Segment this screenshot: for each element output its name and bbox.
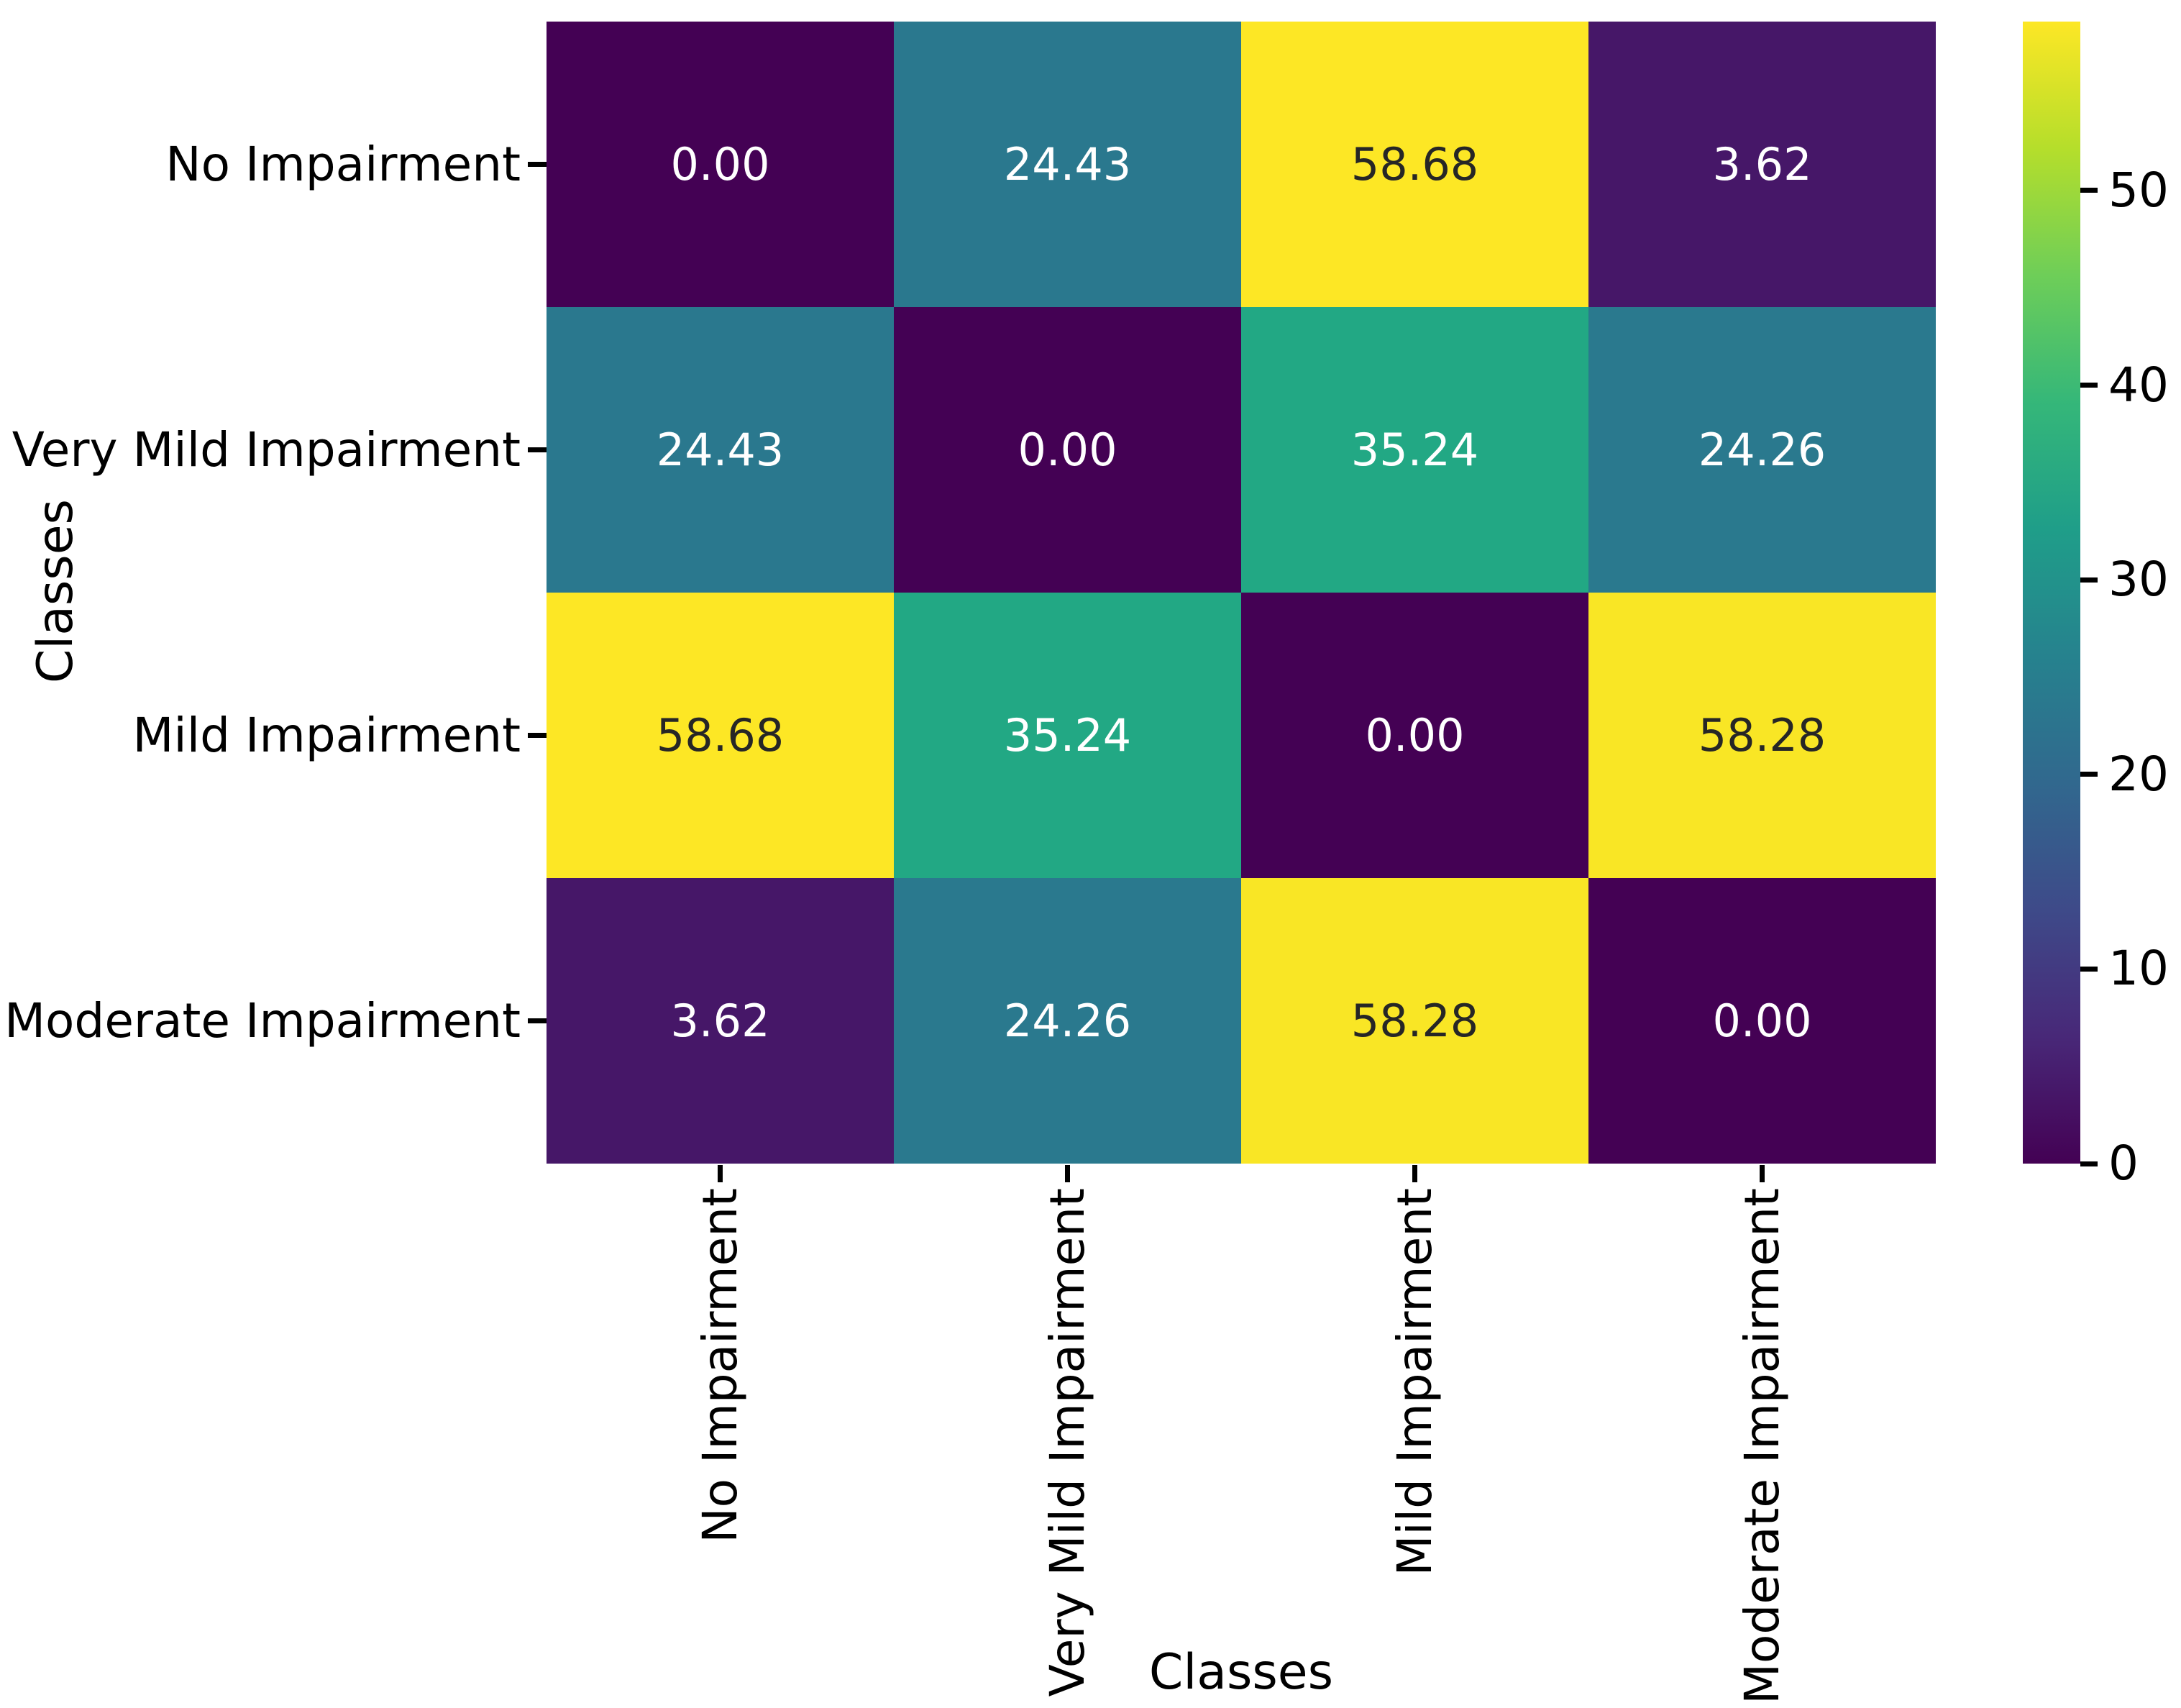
colorbar-tick-mark	[2080, 1161, 2098, 1166]
heatmap-cell: 58.68	[547, 593, 894, 878]
x-tick-mark	[1065, 1165, 1070, 1182]
colorbar-tick-label: 30	[2108, 552, 2169, 608]
colorbar	[2023, 22, 2080, 1164]
y-tick-label: Very Mild Impairment	[12, 421, 521, 478]
heatmap-cell: 0.00	[1241, 593, 1588, 878]
heatmap-cell: 24.43	[894, 22, 1241, 307]
colorbar-tick-label: 50	[2108, 162, 2169, 218]
y-tick-label: No Impairment	[165, 136, 521, 192]
heatmap-grid: 0.00 24.43 58.68 3.62 24.43 0.00 35.24 24.26 58.…	[547, 22, 1936, 1164]
heatmap-cell: 58.28	[1588, 593, 1936, 878]
heatmap-cell: 58.28	[1241, 878, 1588, 1164]
x-tick-mark	[1760, 1165, 1765, 1182]
y-tick-mark	[528, 733, 547, 738]
heatmap-cell: 3.62	[547, 878, 894, 1164]
heatmap-cell: 0.00	[894, 307, 1241, 593]
y-axis-label: Classes	[27, 499, 84, 684]
x-tick-label: Moderate Impairment	[1734, 1188, 1790, 1704]
heatmap-cell: 24.43	[547, 307, 894, 593]
colorbar-tick-label: 0	[2108, 1136, 2139, 1191]
x-tick-label: No Impairment	[692, 1188, 748, 1543]
x-tick-label: Mild Impairment	[1386, 1188, 1442, 1576]
y-tick-mark	[528, 162, 547, 167]
y-tick-mark	[528, 447, 547, 452]
colorbar-tick-label: 40	[2108, 357, 2169, 413]
heatmap-cell: 0.00	[547, 22, 894, 307]
colorbar-tick-label: 10	[2108, 941, 2169, 997]
colorbar-tick-label: 20	[2108, 746, 2169, 802]
heatmap-cell: 24.26	[894, 878, 1241, 1164]
y-tick-label: Moderate Impairment	[4, 992, 521, 1049]
heatmap-cell: 35.24	[1241, 307, 1588, 593]
x-tick-mark	[1412, 1165, 1417, 1182]
colorbar-tick-mark	[2080, 383, 2098, 388]
y-tick-mark	[528, 1018, 547, 1023]
colorbar-tick-mark	[2080, 772, 2098, 777]
colorbar-tick-mark	[2080, 966, 2098, 972]
x-tick-mark	[718, 1165, 723, 1182]
heatmap-cell: 3.62	[1588, 22, 1936, 307]
heatmap-cell: 58.68	[1241, 22, 1588, 307]
colorbar-tick-mark	[2080, 577, 2098, 583]
heatmap-cell: 0.00	[1588, 878, 1936, 1164]
heatmap-cell: 35.24	[894, 593, 1241, 878]
heatmap-cell: 24.26	[1588, 307, 1936, 593]
x-axis-label: Classes	[1148, 1644, 1334, 1701]
x-tick-label: Very Mild Impairment	[1039, 1188, 1095, 1697]
colorbar-tick-mark	[2080, 188, 2098, 193]
y-tick-label: Mild Impairment	[132, 707, 521, 763]
